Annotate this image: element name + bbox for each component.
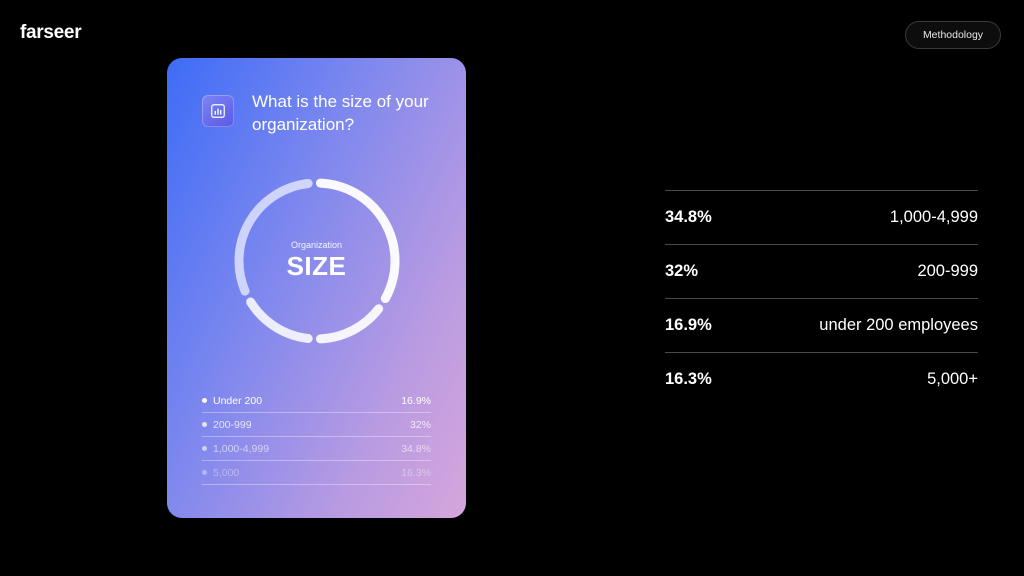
legend-value: 32% xyxy=(409,418,431,431)
stat-label: 5,000+ xyxy=(927,370,978,388)
legend-item: Under 200 16.9% xyxy=(202,389,431,413)
legend: Under 200 16.9% 200-999 32% 1,000-4,999 … xyxy=(202,389,431,485)
legend-label: 1,000-4,999 xyxy=(213,442,270,455)
legend-label: 200-999 xyxy=(213,418,252,431)
stat-row: 16.9% under 200 employees xyxy=(665,298,978,352)
stat-percent: 16.9% xyxy=(665,316,712,334)
farseer-logo[interactable]: farseer xyxy=(20,22,82,43)
stat-percent: 32% xyxy=(665,262,699,280)
donut-center-subtitle: Organization xyxy=(290,240,343,250)
stat-row: 34.8% 1,000-4,999 xyxy=(665,190,978,244)
donut-segment-5-000 xyxy=(315,304,384,344)
legend-dot xyxy=(202,446,207,451)
card-question-title: What is the size of your organization? xyxy=(252,92,429,134)
legend-value: 34.8% xyxy=(401,442,431,455)
legend-label: Under 200 xyxy=(213,394,263,407)
legend-item: 1,000-4,999 34.8% xyxy=(202,437,431,461)
legend-dot xyxy=(202,422,207,427)
organization-size-donut-chart xyxy=(234,178,400,344)
survey-card: What is the size of your organization? O… xyxy=(167,58,466,518)
legend-item: 200-999 32% xyxy=(202,413,431,437)
legend-value: 16.3% xyxy=(401,466,431,479)
stats-list: 34.8% 1,000-4,999 32% 200-999 16.9% unde… xyxy=(665,190,978,406)
donut-segment-under-200 xyxy=(246,297,313,343)
stat-row: 16.3% 5,000+ xyxy=(665,352,978,406)
legend-label: 5,000 xyxy=(213,466,240,479)
legend-dot xyxy=(202,470,207,475)
legend-value: 16.9% xyxy=(401,394,431,407)
stat-label: 1,000-4,999 xyxy=(889,208,978,226)
stat-label: 200-999 xyxy=(917,262,978,280)
stat-percent: 34.8% xyxy=(665,208,712,226)
stat-percent: 16.3% xyxy=(665,370,712,388)
bar-chart-icon xyxy=(202,95,234,127)
legend-dot xyxy=(202,398,207,403)
legend-item: 5,000 16.3% xyxy=(202,461,431,485)
donut-segment-1-000-4-999 xyxy=(315,178,400,304)
donut-center-title: SIZE xyxy=(286,251,347,281)
stat-label: under 200 employees xyxy=(819,316,978,334)
donut-segment-200-999 xyxy=(234,179,313,296)
stat-row: 32% 200-999 xyxy=(665,244,978,298)
methodology-button[interactable]: Methodology xyxy=(905,21,1001,49)
